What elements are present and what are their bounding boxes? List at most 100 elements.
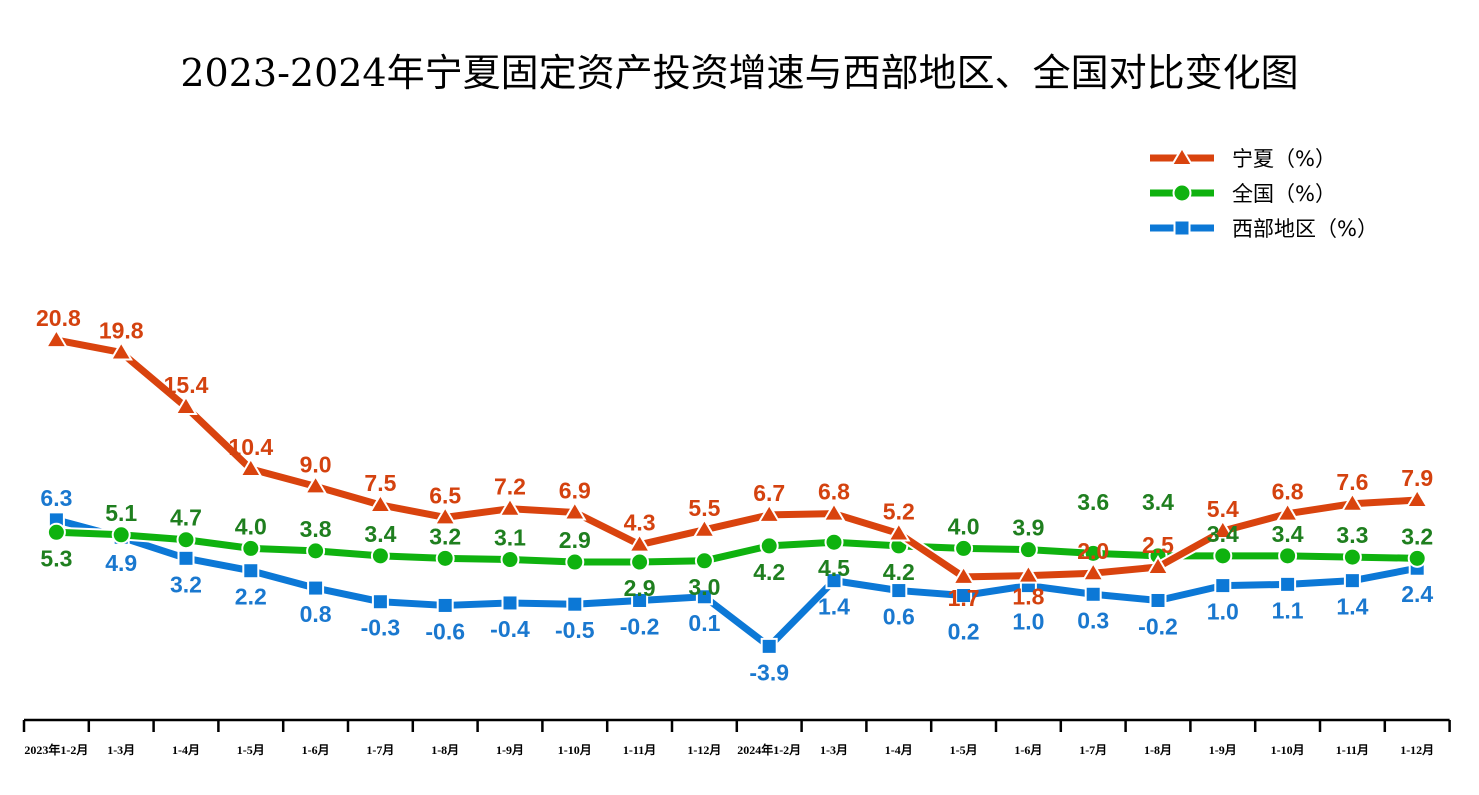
data-label: 0.3 — [1077, 607, 1109, 633]
data-label: 0.1 — [688, 610, 720, 636]
data-point — [1016, 563, 1041, 584]
data-label: 4.7 — [170, 505, 202, 531]
x-tick-label: 1-5月 — [950, 743, 978, 757]
data-label: 5.1 — [105, 500, 137, 526]
data-point — [435, 548, 455, 568]
data-label: 1.7 — [948, 585, 980, 611]
legend-item: 西部地区（%） — [1150, 217, 1378, 241]
data-label: 1.4 — [1336, 594, 1368, 620]
data-point — [307, 579, 325, 597]
data-label: 2.9 — [559, 527, 591, 553]
x-tick-label: 1-9月 — [496, 743, 524, 757]
data-label: -0.3 — [361, 615, 401, 641]
data-point — [1407, 548, 1427, 568]
data-label: 20.8 — [36, 305, 81, 331]
data-label: 3.0 — [688, 574, 720, 600]
data-point — [500, 550, 520, 570]
data-label: 7.2 — [494, 474, 526, 500]
data-point — [242, 562, 260, 580]
data-point — [1146, 555, 1170, 575]
data-label: 7.5 — [364, 470, 396, 496]
data-point — [1018, 540, 1038, 560]
data-label: 6.8 — [1272, 479, 1304, 505]
x-tick-label: 1-6月 — [302, 743, 330, 757]
data-point — [630, 552, 650, 572]
legend-marker — [1173, 219, 1191, 237]
data-point — [174, 395, 198, 416]
data-point — [498, 496, 522, 517]
data-point — [239, 457, 263, 478]
data-label: 5.3 — [40, 545, 72, 571]
data-point — [1214, 577, 1232, 595]
data-label: 15.4 — [164, 372, 209, 398]
data-label: 2.0 — [1077, 538, 1109, 564]
data-point — [563, 500, 587, 521]
data-point — [433, 505, 457, 526]
data-label: 4.0 — [235, 513, 267, 539]
data-point — [1081, 561, 1105, 582]
data-point — [371, 593, 389, 611]
series-0 — [44, 328, 1429, 585]
data-label: 10.4 — [228, 434, 273, 460]
series-line — [55, 516, 1418, 650]
legend-item: 宁夏（%） — [1150, 146, 1336, 171]
data-label: 2.2 — [235, 584, 267, 610]
legend-item: 全国（%） — [1150, 182, 1336, 206]
data-point — [825, 572, 843, 590]
data-label: 3.4 — [1272, 521, 1304, 547]
data-point — [822, 501, 846, 522]
data-point — [370, 546, 390, 566]
data-point — [306, 541, 326, 561]
data-label: 2.9 — [624, 575, 656, 601]
series-1 — [46, 522, 1427, 572]
data-label: 7.9 — [1401, 465, 1433, 491]
data-label: 3.2 — [170, 571, 202, 597]
legend-label: 全国（%） — [1232, 182, 1336, 206]
data-point — [757, 502, 781, 523]
x-tick-label: 1-11月 — [623, 743, 656, 757]
data-point — [1405, 488, 1429, 509]
data-point — [694, 551, 714, 571]
x-tick-label: 1-10月 — [558, 743, 592, 757]
data-label: -3.9 — [749, 659, 789, 685]
x-tick-label: 2024年1-2月 — [737, 742, 801, 757]
data-label: 3.3 — [1336, 522, 1368, 548]
data-point — [955, 587, 973, 605]
data-point — [627, 532, 652, 553]
x-tick-label: 2023年1-2月 — [24, 742, 88, 757]
data-label: 3.4 — [1207, 521, 1239, 547]
data-label: 3.8 — [300, 516, 332, 542]
data-point — [303, 474, 328, 495]
data-point — [1343, 572, 1361, 590]
data-label: -0.2 — [620, 613, 660, 639]
data-point — [1279, 575, 1297, 593]
series-line — [56, 528, 1418, 566]
x-tick-label: 1-9月 — [1209, 743, 1237, 757]
legend-marker — [1170, 146, 1194, 166]
data-label: 4.0 — [948, 513, 980, 539]
x-tick-label: 1-12月 — [1400, 743, 1434, 757]
x-tick-label: 1-10月 — [1271, 743, 1305, 757]
data-label: 4.9 — [105, 550, 137, 576]
x-tick-label: 1-4月 — [172, 743, 200, 757]
data-point — [954, 538, 974, 558]
data-label: 1.0 — [1012, 609, 1044, 635]
data-label: 4.3 — [624, 510, 656, 536]
legend-label: 西部地区（%） — [1232, 217, 1378, 241]
data-point — [1084, 585, 1102, 603]
data-point — [1275, 501, 1300, 522]
data-label: 6.5 — [429, 482, 461, 508]
data-point — [109, 340, 133, 361]
x-tick-label: 1-12月 — [687, 743, 721, 757]
data-label: 4.2 — [753, 559, 785, 585]
data-label: 2.5 — [1142, 532, 1174, 558]
data-point — [436, 596, 454, 614]
data-point — [692, 517, 717, 538]
data-point — [1211, 519, 1235, 540]
data-label: -0.5 — [555, 617, 595, 643]
data-point — [1278, 546, 1298, 566]
x-tick-label: 1-3月 — [820, 743, 848, 757]
data-point — [759, 536, 779, 556]
data-label: 6.9 — [559, 477, 591, 503]
data-label: 0.6 — [883, 604, 915, 630]
